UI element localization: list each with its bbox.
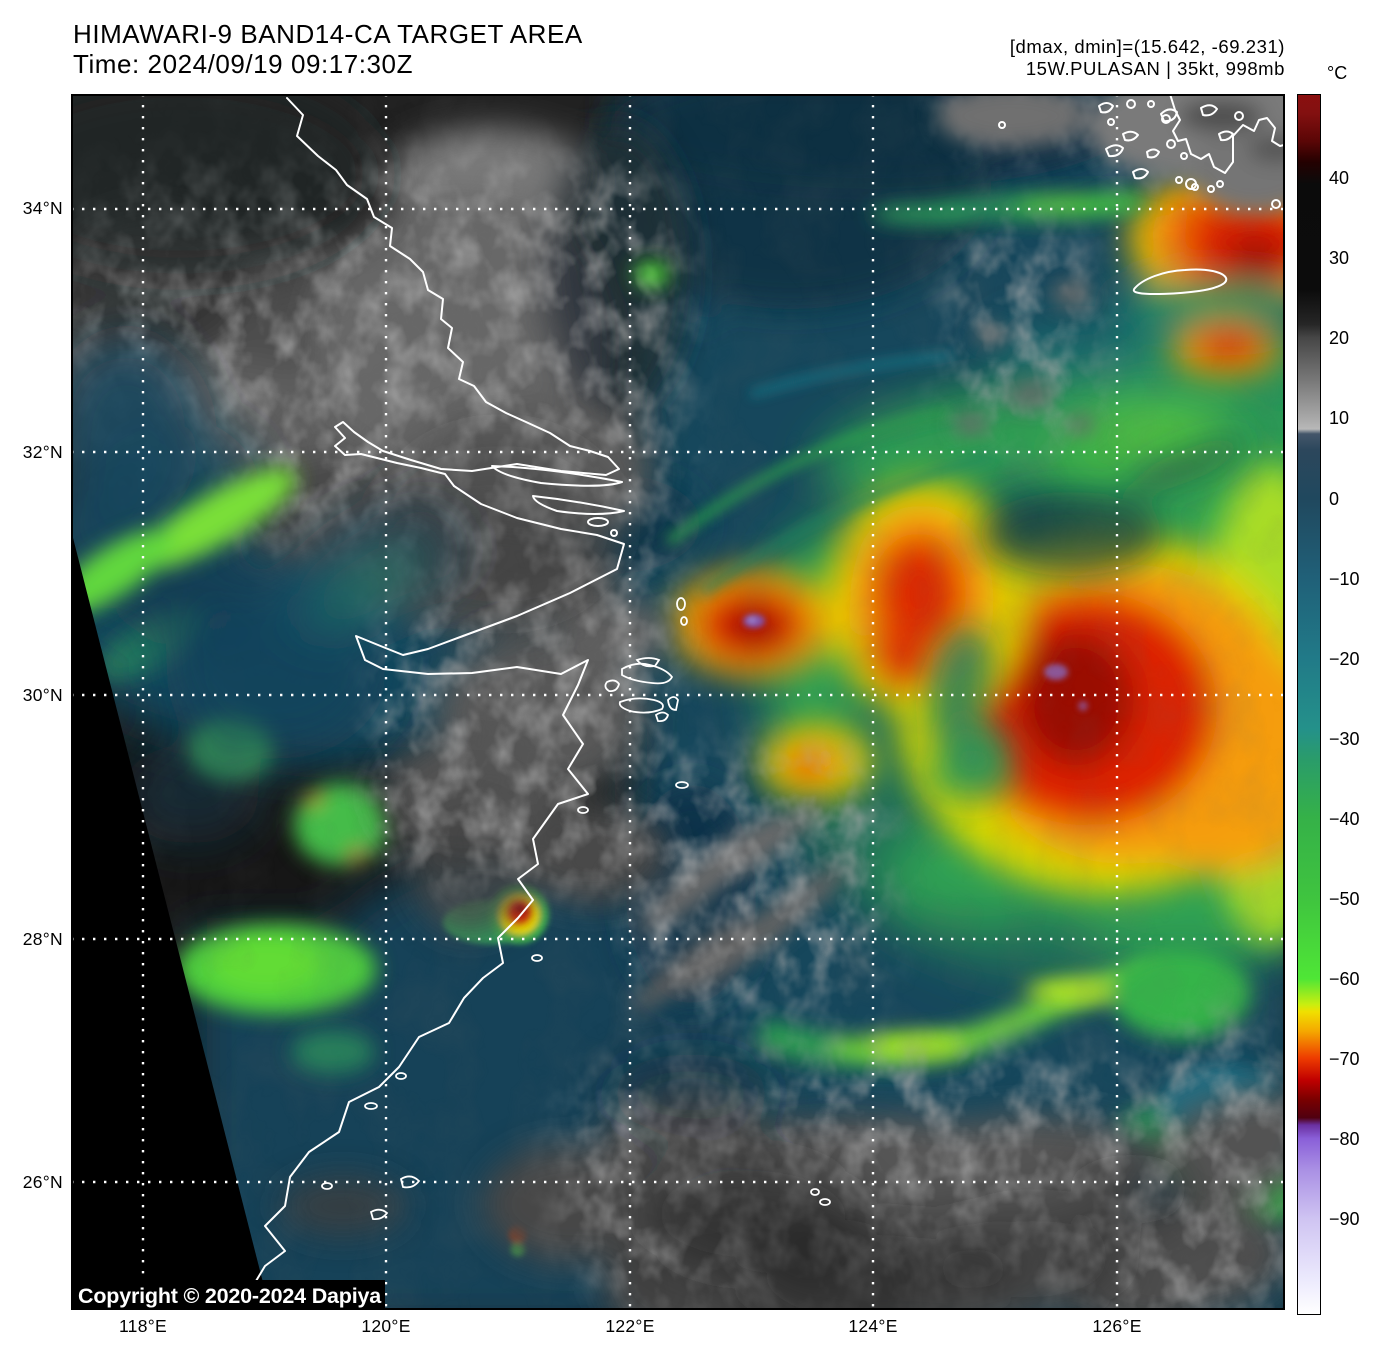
svg-text:Copyright © 2020-2024 Dapiya: Copyright © 2020-2024 Dapiya: [78, 1284, 382, 1308]
